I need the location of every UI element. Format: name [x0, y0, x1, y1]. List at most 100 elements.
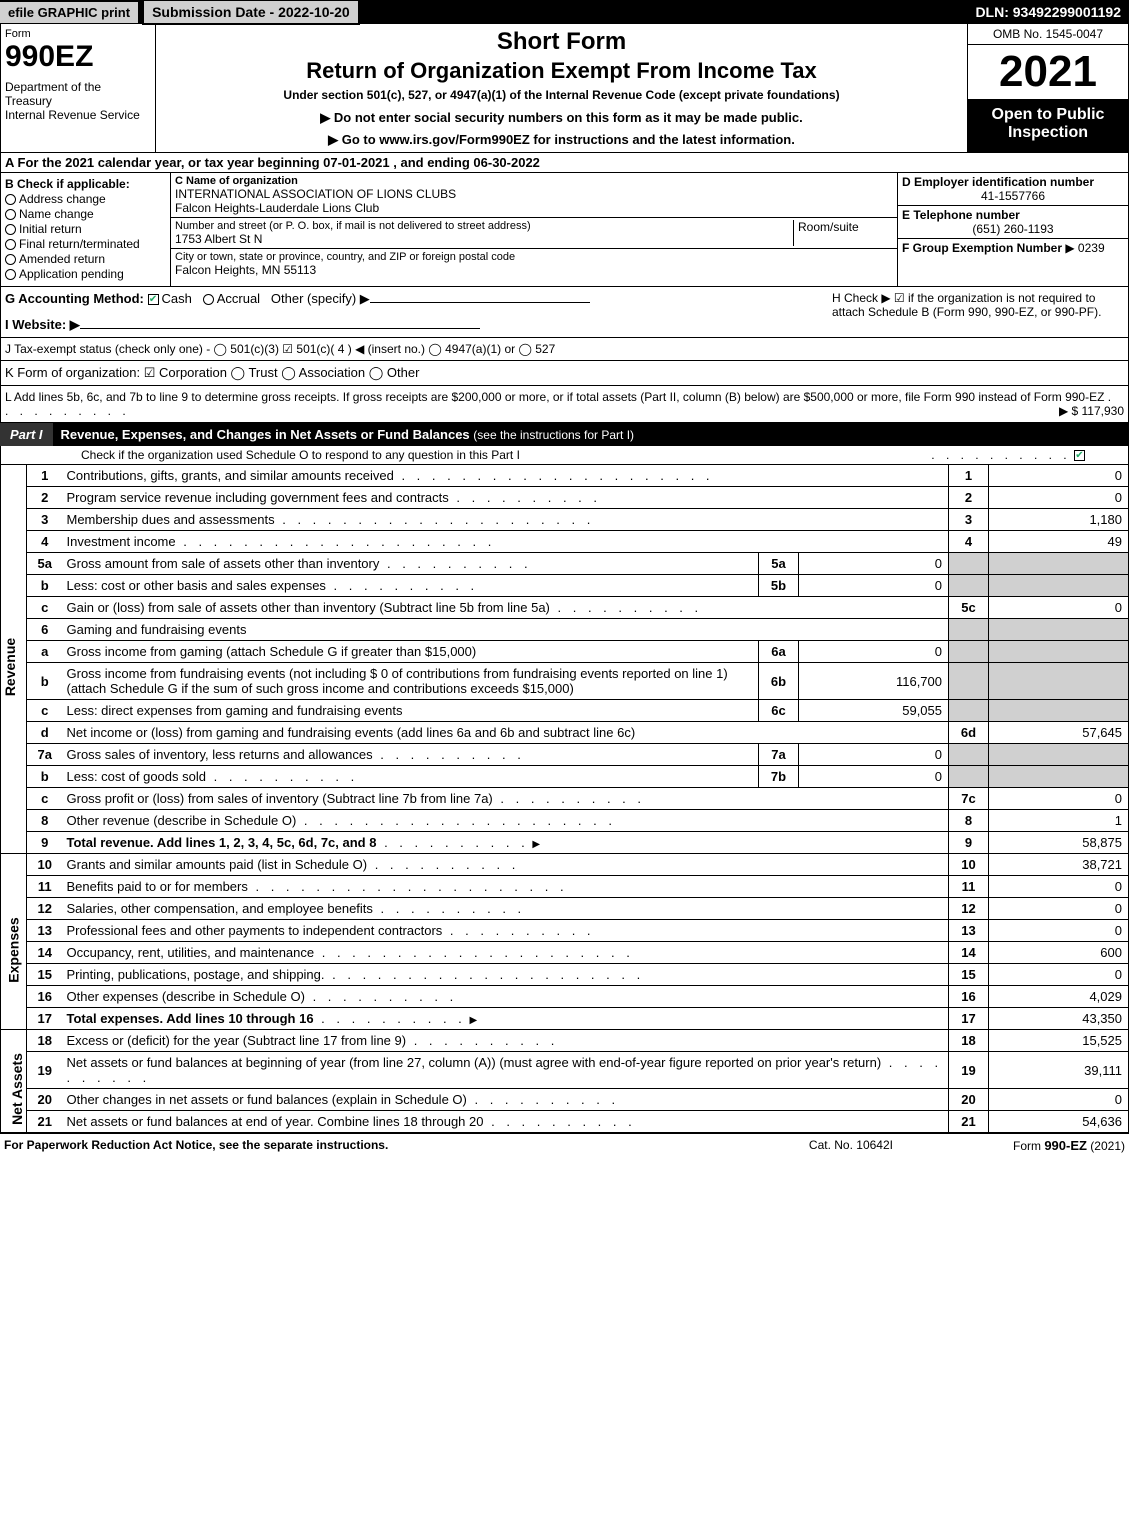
line-7a-val: 0: [799, 744, 949, 766]
line-20-desc: Other changes in net assets or fund bala…: [67, 1092, 467, 1107]
line-10-desc: Grants and similar amounts paid (list in…: [67, 857, 368, 872]
col-C: C Name of organization INTERNATIONAL ASS…: [171, 173, 898, 286]
omb-number: OMB No. 1545-0047: [968, 24, 1128, 45]
line-17-val: 43,350: [989, 1008, 1129, 1030]
row-L: L Add lines 5b, 6c, and 7b to line 9 to …: [0, 386, 1129, 423]
E-label: E Telephone number: [902, 208, 1124, 222]
section-bcdef: B Check if applicable: Address change Na…: [0, 173, 1129, 287]
F-value: ▶ 0239: [1065, 241, 1104, 255]
L-value: ▶ $ 117,930: [1059, 404, 1124, 418]
under-section: Under section 501(c), 527, or 4947(a)(1)…: [160, 88, 963, 102]
tax-year: 2021: [968, 45, 1128, 100]
B-label: B Check if applicable:: [5, 177, 166, 191]
line-1-desc: Contributions, gifts, grants, and simila…: [67, 468, 394, 483]
street-label: Number and street (or P. O. box, if mail…: [175, 220, 793, 232]
line-5a-desc: Gross amount from sale of assets other t…: [67, 556, 380, 571]
footer-right: Form 990-EZ (2021): [1013, 1138, 1125, 1153]
line-13-val: 0: [989, 920, 1129, 942]
line-6c-val: 59,055: [799, 700, 949, 722]
line-11-desc: Benefits paid to or for members: [67, 879, 248, 894]
line-5c-val: 0: [989, 597, 1129, 619]
line-1-val: 0: [989, 465, 1129, 487]
line-20-val: 0: [989, 1089, 1129, 1111]
line-7b-desc: Less: cost of goods sold: [67, 769, 206, 784]
side-net-assets: Net Assets: [9, 1053, 25, 1125]
I-line: I Website: ▶: [5, 317, 824, 333]
line-6a-val: 0: [799, 641, 949, 663]
line-16-val: 4,029: [989, 986, 1129, 1008]
chk-schedule-O[interactable]: [1074, 450, 1085, 461]
line-17-desc: Total expenses. Add lines 10 through 16: [67, 1011, 314, 1026]
row-A: A For the 2021 calendar year, or tax yea…: [0, 153, 1129, 173]
page-footer: For Paperwork Reduction Act Notice, see …: [0, 1133, 1129, 1157]
line-19-val: 39,111: [989, 1052, 1129, 1089]
line-8-desc: Other revenue (describe in Schedule O): [67, 813, 297, 828]
chk-accrual[interactable]: [203, 294, 214, 305]
efile-label[interactable]: efile GRAPHIC print: [0, 2, 138, 23]
line-6d-val: 57,645: [989, 722, 1129, 744]
chk-address-change[interactable]: Address change: [5, 192, 166, 206]
return-title: Return of Organization Exempt From Incom…: [160, 58, 963, 84]
part-I-title: Revenue, Expenses, and Changes in Net As…: [53, 423, 1129, 446]
line-5b-desc: Less: cost or other basis and sales expe…: [67, 578, 326, 593]
line-16-desc: Other expenses (describe in Schedule O): [67, 989, 305, 1004]
line-12-val: 0: [989, 898, 1129, 920]
part-I-table: Revenue 1 Contributions, gifts, grants, …: [0, 465, 1129, 1133]
street-value: 1753 Albert St N: [175, 232, 793, 246]
org-name-1: INTERNATIONAL ASSOCIATION OF LIONS CLUBS: [175, 187, 893, 201]
city-label: City or town, state or province, country…: [175, 251, 893, 263]
line-4-desc: Investment income: [67, 534, 176, 549]
line-7b-val: 0: [799, 766, 949, 788]
chk-application-pending[interactable]: Application pending: [5, 267, 166, 281]
E-value: (651) 260-1193: [902, 222, 1124, 236]
line-1-num: 1: [949, 465, 989, 487]
line-10-val: 38,721: [989, 854, 1129, 876]
goto-link[interactable]: ▶ Go to www.irs.gov/Form990EZ for instru…: [160, 132, 963, 148]
city-value: Falcon Heights, MN 55113: [175, 263, 893, 277]
line-9-desc: Total revenue. Add lines 1, 2, 3, 4, 5c,…: [67, 835, 377, 850]
row-GHI: G Accounting Method: Cash Accrual Other …: [0, 287, 1129, 338]
line-7c-val: 0: [989, 788, 1129, 810]
form-header: Form 990EZ Department of the Treasury In…: [0, 24, 1129, 153]
line-11-val: 0: [989, 876, 1129, 898]
line-8-val: 1: [989, 810, 1129, 832]
chk-amended[interactable]: Amended return: [5, 252, 166, 266]
line-4-val: 49: [989, 531, 1129, 553]
line-18-val: 15,525: [989, 1030, 1129, 1052]
line-19-desc: Net assets or fund balances at beginning…: [67, 1055, 882, 1070]
row-J: J Tax-exempt status (check only one) - ◯…: [0, 338, 1129, 361]
do-not-enter: ▶ Do not enter social security numbers o…: [160, 110, 963, 126]
chk-final-return[interactable]: Final return/terminated: [5, 237, 166, 251]
C-label: C Name of organization: [175, 175, 893, 187]
D-value: 41-1557766: [902, 189, 1124, 203]
line-5b-val: 0: [799, 575, 949, 597]
footer-center: Cat. No. 10642I: [809, 1138, 893, 1153]
F-label: F Group Exemption Number: [902, 241, 1062, 255]
header-left: Form 990EZ Department of the Treasury In…: [1, 24, 156, 152]
line-2-desc: Program service revenue including govern…: [67, 490, 449, 505]
line-5c-desc: Gain or (loss) from sale of assets other…: [67, 600, 550, 615]
line-2-val: 0: [989, 487, 1129, 509]
line-7c-desc: Gross profit or (loss) from sales of inv…: [67, 791, 493, 806]
line-21-desc: Net assets or fund balances at end of ye…: [67, 1114, 484, 1129]
line-13-desc: Professional fees and other payments to …: [67, 923, 443, 938]
chk-initial-return[interactable]: Initial return: [5, 222, 166, 236]
line-21-val: 54,636: [989, 1111, 1129, 1133]
line-6c-desc: Less: direct expenses from gaming and fu…: [67, 703, 403, 718]
short-form-title: Short Form: [160, 28, 963, 56]
submission-date: Submission Date - 2022-10-20: [142, 0, 360, 25]
chk-name-change[interactable]: Name change: [5, 207, 166, 221]
check-schedule-O: Check if the organization used Schedule …: [0, 446, 1129, 465]
part-I-label: Part I: [0, 423, 53, 446]
form-word: Form: [5, 28, 151, 40]
line-6b-desc: Gross income from fundraising events (no…: [67, 666, 728, 696]
header-right: OMB No. 1545-0047 2021 Open to Public In…: [968, 24, 1128, 152]
chk-cash[interactable]: [148, 294, 159, 305]
side-revenue: Revenue: [2, 638, 18, 696]
line-3-desc: Membership dues and assessments: [67, 512, 275, 527]
line-6d-desc: Net income or (loss) from gaming and fun…: [67, 725, 636, 740]
line-6b-val: 116,700: [799, 663, 949, 700]
G-label: G Accounting Method:: [5, 291, 144, 306]
line-6-desc: Gaming and fundraising events: [63, 619, 949, 641]
open-to-public: Open to Public Inspection: [968, 100, 1128, 152]
